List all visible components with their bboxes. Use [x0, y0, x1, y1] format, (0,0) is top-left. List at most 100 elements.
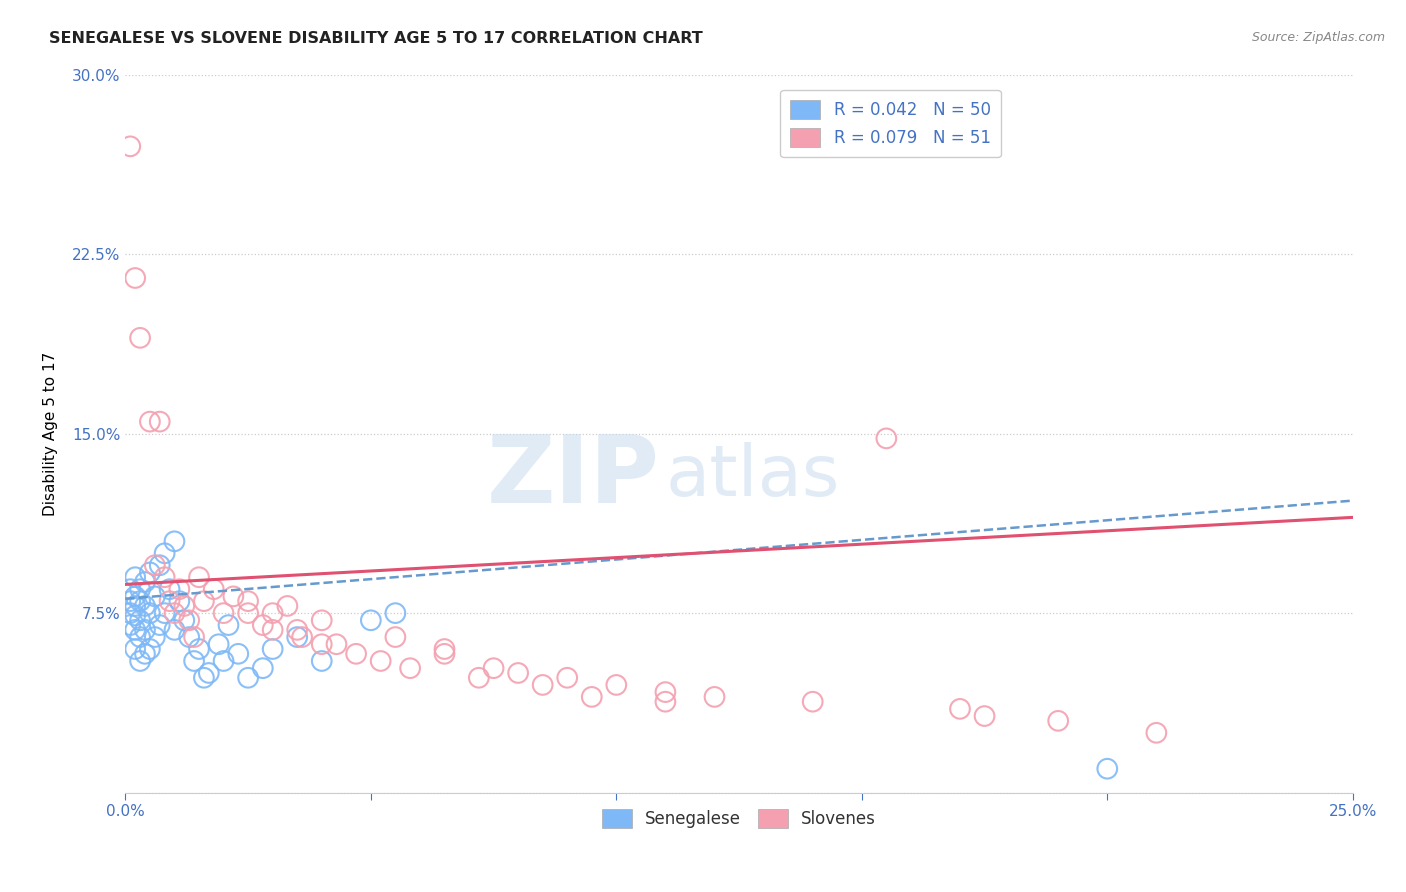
Point — [153, 570, 176, 584]
Point — [173, 613, 195, 627]
Y-axis label: Disability Age 5 to 17: Disability Age 5 to 17 — [44, 351, 58, 516]
Point — [124, 608, 146, 623]
Point — [179, 630, 201, 644]
Point — [262, 623, 284, 637]
Point — [149, 558, 172, 573]
Point — [433, 647, 456, 661]
Point — [468, 671, 491, 685]
Point — [143, 558, 166, 573]
Point — [134, 647, 156, 661]
Point — [153, 546, 176, 560]
Point — [129, 331, 152, 345]
Point — [1144, 726, 1167, 740]
Point — [188, 642, 211, 657]
Legend: Senegalese, Slovenes: Senegalese, Slovenes — [595, 802, 883, 835]
Point — [360, 613, 382, 627]
Point — [801, 695, 824, 709]
Point — [129, 582, 152, 597]
Point — [1097, 762, 1119, 776]
Point — [193, 671, 215, 685]
Text: ZIP: ZIP — [486, 431, 659, 523]
Point — [124, 570, 146, 584]
Point — [129, 594, 152, 608]
Point — [311, 637, 333, 651]
Point — [654, 685, 676, 699]
Point — [252, 618, 274, 632]
Point — [173, 599, 195, 613]
Point — [212, 606, 235, 620]
Point — [149, 415, 172, 429]
Point — [124, 271, 146, 285]
Point — [143, 590, 166, 604]
Point — [169, 582, 191, 597]
Point — [139, 642, 162, 657]
Point — [311, 613, 333, 627]
Point — [202, 582, 225, 597]
Point — [188, 570, 211, 584]
Point — [198, 665, 221, 680]
Point — [508, 665, 530, 680]
Point — [1047, 714, 1070, 728]
Point — [129, 654, 152, 668]
Point — [325, 637, 347, 651]
Point — [482, 661, 505, 675]
Point — [139, 415, 162, 429]
Point — [124, 590, 146, 604]
Point — [222, 590, 245, 604]
Point — [276, 599, 298, 613]
Point — [949, 702, 972, 716]
Point — [703, 690, 725, 704]
Point — [384, 630, 406, 644]
Point — [129, 630, 152, 644]
Point — [159, 582, 181, 597]
Text: SENEGALESE VS SLOVENE DISABILITY AGE 5 TO 17 CORRELATION CHART: SENEGALESE VS SLOVENE DISABILITY AGE 5 T… — [49, 31, 703, 46]
Point — [236, 594, 259, 608]
Point — [555, 671, 578, 685]
Point — [153, 606, 176, 620]
Point — [285, 623, 308, 637]
Point — [120, 618, 142, 632]
Point — [262, 642, 284, 657]
Point — [370, 654, 392, 668]
Point — [183, 630, 205, 644]
Point — [973, 709, 995, 723]
Point — [285, 630, 308, 644]
Point — [212, 654, 235, 668]
Point — [236, 606, 259, 620]
Point — [179, 613, 201, 627]
Point — [169, 594, 191, 608]
Point — [208, 637, 231, 651]
Point — [129, 613, 152, 627]
Point — [193, 594, 215, 608]
Point — [120, 606, 142, 620]
Point — [163, 606, 186, 620]
Point — [134, 599, 156, 613]
Point — [252, 661, 274, 675]
Point — [654, 695, 676, 709]
Point — [183, 654, 205, 668]
Point — [875, 431, 897, 445]
Point — [120, 594, 142, 608]
Point — [134, 623, 156, 637]
Point — [163, 534, 186, 549]
Point — [120, 582, 142, 597]
Point — [531, 678, 554, 692]
Point — [291, 630, 314, 644]
Point — [143, 630, 166, 644]
Point — [124, 599, 146, 613]
Point — [139, 566, 162, 580]
Point — [311, 654, 333, 668]
Point — [262, 606, 284, 620]
Point — [120, 139, 142, 153]
Point — [124, 623, 146, 637]
Point — [384, 606, 406, 620]
Point — [344, 647, 367, 661]
Point — [217, 618, 239, 632]
Point — [236, 671, 259, 685]
Text: atlas: atlas — [665, 442, 839, 511]
Point — [605, 678, 627, 692]
Point — [149, 618, 172, 632]
Point — [124, 642, 146, 657]
Point — [163, 623, 186, 637]
Text: Source: ZipAtlas.com: Source: ZipAtlas.com — [1251, 31, 1385, 45]
